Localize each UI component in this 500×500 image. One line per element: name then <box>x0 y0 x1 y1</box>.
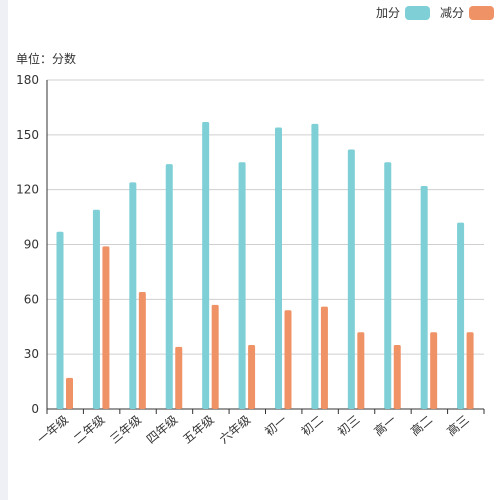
bar-subtract[interactable] <box>66 377 73 409</box>
y-tick-label: 150 <box>16 128 39 142</box>
legend-swatch-add <box>404 5 430 20</box>
bar-subtract[interactable] <box>102 246 110 409</box>
legend-swatch-subtract <box>469 5 494 20</box>
bar-add[interactable] <box>56 231 64 409</box>
bar-subtract[interactable] <box>284 310 292 409</box>
bar-add[interactable] <box>420 186 428 409</box>
x-tick-label: 初三 <box>335 413 362 439</box>
x-tick-label: 初二 <box>299 413 326 439</box>
x-tick-label: 五年级 <box>180 413 217 447</box>
y-axis-unit-label: 单位：分数 <box>16 52 77 66</box>
x-tick-label: 初一 <box>262 413 289 439</box>
x-tick-label: 三年级 <box>107 413 144 447</box>
bar-add[interactable] <box>275 127 282 410</box>
legend-item-add[interactable]: 加分 <box>376 4 430 21</box>
x-tick-label: 四年级 <box>144 413 181 447</box>
y-tick-label: 180 <box>16 73 39 87</box>
y-tick-label: 0 <box>31 402 39 416</box>
bar-subtract[interactable] <box>466 332 474 409</box>
x-tick-label: 高三 <box>444 412 472 439</box>
bar-subtract[interactable] <box>211 304 219 409</box>
x-tick-label: 二年级 <box>71 413 108 447</box>
bar-subtract[interactable] <box>357 332 365 409</box>
bar-add[interactable] <box>457 222 465 409</box>
legend: 加分 减分 <box>366 4 494 21</box>
y-tick-label: 60 <box>24 292 39 306</box>
bar-add[interactable] <box>311 123 319 409</box>
bar-subtract[interactable] <box>248 345 256 409</box>
bar-add[interactable] <box>202 122 210 410</box>
legend-label-add: 加分 <box>375 6 400 20</box>
left-edge-strip <box>0 0 8 500</box>
x-tick-label: 六年级 <box>217 413 254 447</box>
x-tick-label: 高二 <box>407 412 435 439</box>
bar-subtract[interactable] <box>430 332 438 409</box>
bar-add[interactable] <box>347 149 355 409</box>
y-tick-label: 30 <box>24 347 39 361</box>
x-tick-label: 一年级 <box>35 413 72 447</box>
bar-subtract[interactable] <box>393 345 401 409</box>
bar-add[interactable] <box>384 162 392 409</box>
legend-label-subtract: 减分 <box>439 6 464 20</box>
bar-add[interactable] <box>129 182 137 409</box>
bar-add[interactable] <box>92 209 100 409</box>
bar-add[interactable] <box>238 162 246 409</box>
y-tick-label: 90 <box>24 238 39 252</box>
y-tick-label: 120 <box>16 183 39 197</box>
bar-add[interactable] <box>165 164 173 409</box>
legend-item-subtract[interactable]: 减分 <box>440 4 494 21</box>
x-tick-label: 高一 <box>371 412 399 439</box>
bar-subtract[interactable] <box>320 306 328 409</box>
bar-subtract[interactable] <box>138 292 146 409</box>
bar-subtract[interactable] <box>175 346 183 409</box>
